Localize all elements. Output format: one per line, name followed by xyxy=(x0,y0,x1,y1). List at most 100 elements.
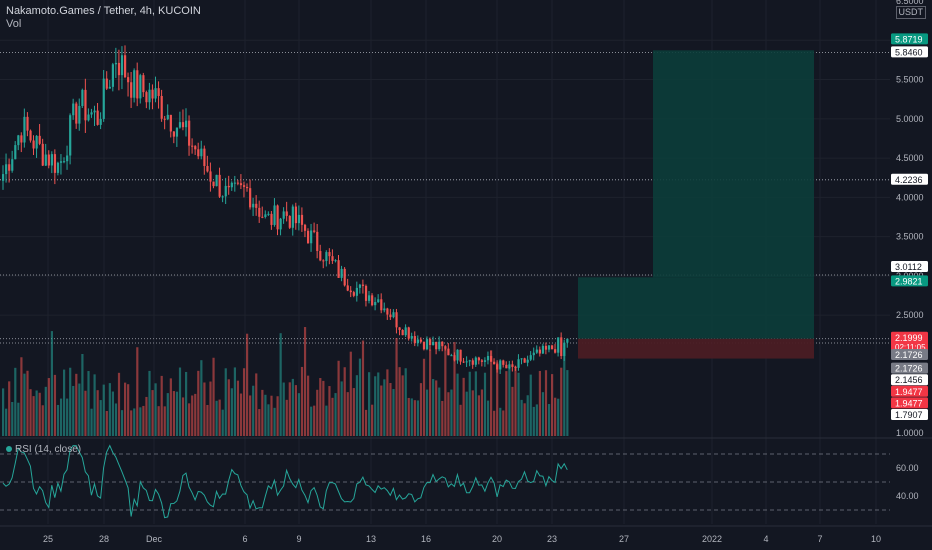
volume-bars xyxy=(2,327,569,436)
volume-bar xyxy=(29,389,32,436)
volume-bar xyxy=(425,389,429,436)
volume-bar xyxy=(108,383,111,436)
candle-body xyxy=(410,336,413,339)
volume-bar xyxy=(50,331,53,436)
volume-bar xyxy=(383,379,386,436)
volume-bar xyxy=(541,392,545,436)
price-tick-label: 5.0000 xyxy=(896,114,924,124)
price-badge-label: 1.9477 xyxy=(895,398,923,408)
volume-bar xyxy=(239,393,243,436)
candle-body xyxy=(325,252,328,262)
volume-bar xyxy=(502,410,505,436)
volume-bar xyxy=(148,370,151,436)
candle-body xyxy=(23,116,26,143)
profit-zone-upper xyxy=(653,50,814,278)
candle-body xyxy=(53,154,57,173)
candle-body xyxy=(496,364,499,370)
candle-body xyxy=(163,118,166,120)
volume-bar xyxy=(111,391,114,436)
volume-bar xyxy=(361,340,365,436)
volume-bar xyxy=(395,337,398,436)
time-tick-label: 10 xyxy=(871,534,881,544)
long-position-tool[interactable] xyxy=(578,50,814,359)
volume-bar xyxy=(450,389,453,436)
candle-body xyxy=(383,308,386,311)
candle-body xyxy=(151,89,154,99)
volume-bar xyxy=(480,389,484,436)
volume-bar xyxy=(197,370,200,436)
candle-body xyxy=(471,360,474,365)
candle-body xyxy=(377,299,380,303)
volume-bar xyxy=(102,384,105,436)
time-axis-background xyxy=(0,526,932,550)
rsi-dot-icon xyxy=(6,446,12,452)
time-axis[interactable]: 25 28 Dec 6 9 13 16 20 23 27 2022 4 7 10 xyxy=(0,525,932,550)
candle-body xyxy=(84,89,87,121)
volume-bar xyxy=(261,389,264,436)
price-badge xyxy=(891,409,928,420)
candle-body xyxy=(20,135,23,143)
price-badge xyxy=(891,173,928,185)
candle-body xyxy=(319,250,322,261)
candle-body xyxy=(148,89,151,103)
volume-bar xyxy=(438,387,441,436)
volume-bar xyxy=(200,360,203,436)
candle-body xyxy=(261,216,264,218)
candle-body xyxy=(554,349,557,353)
candle-body xyxy=(291,206,294,228)
candle-body xyxy=(511,364,514,367)
candle-body xyxy=(355,287,358,296)
volume-bar xyxy=(181,397,185,436)
currency-badge[interactable]: USDT xyxy=(895,6,926,19)
volume-bar xyxy=(230,388,233,436)
volume-bar xyxy=(282,382,285,436)
volume-bar xyxy=(166,393,169,436)
candle-body xyxy=(468,360,471,362)
candle-body xyxy=(191,145,194,147)
price-tick-label: 3.5000 xyxy=(896,232,924,242)
volume-bar xyxy=(75,373,78,436)
volume-bar xyxy=(5,408,8,436)
candle-body xyxy=(313,230,316,232)
volume-bar xyxy=(203,382,206,436)
volume-bar xyxy=(163,406,166,436)
candle-body xyxy=(14,145,17,160)
stop-loss-zone xyxy=(578,338,814,359)
candle-body xyxy=(255,203,258,208)
candle-body xyxy=(224,185,227,197)
volume-bar xyxy=(66,398,69,436)
volume-bar xyxy=(142,405,145,436)
candle-body xyxy=(438,341,441,350)
candle-body xyxy=(258,207,261,217)
rsi-label: RSI (14, close) xyxy=(15,444,82,455)
candle-body xyxy=(441,341,444,347)
price-badge xyxy=(891,397,928,409)
volume-bar xyxy=(316,389,319,436)
candle-body xyxy=(203,148,206,166)
volume-bar xyxy=(59,398,63,436)
candle-body xyxy=(285,211,288,216)
candle-body xyxy=(520,358,523,360)
volume-bar xyxy=(227,379,230,436)
volume-bar xyxy=(96,390,99,436)
candle-body xyxy=(206,165,209,172)
volume-bar xyxy=(242,368,246,436)
candle-body xyxy=(483,360,487,362)
time-tick-label: 9 xyxy=(296,534,301,544)
volume-bar xyxy=(160,375,163,436)
candle-body xyxy=(343,268,346,286)
candlestick-series xyxy=(2,45,569,374)
candle-body xyxy=(215,174,218,187)
candle-body xyxy=(566,338,569,343)
candle-body xyxy=(310,230,313,244)
volume-bar xyxy=(328,386,331,436)
volume-bar xyxy=(120,410,124,436)
candle-body xyxy=(523,358,526,363)
candle-body xyxy=(66,155,69,162)
volume-bar xyxy=(486,400,490,436)
volume-bar xyxy=(401,375,404,436)
candle-body xyxy=(270,213,273,225)
volume-bar xyxy=(114,403,118,436)
volume-bar xyxy=(331,397,334,436)
